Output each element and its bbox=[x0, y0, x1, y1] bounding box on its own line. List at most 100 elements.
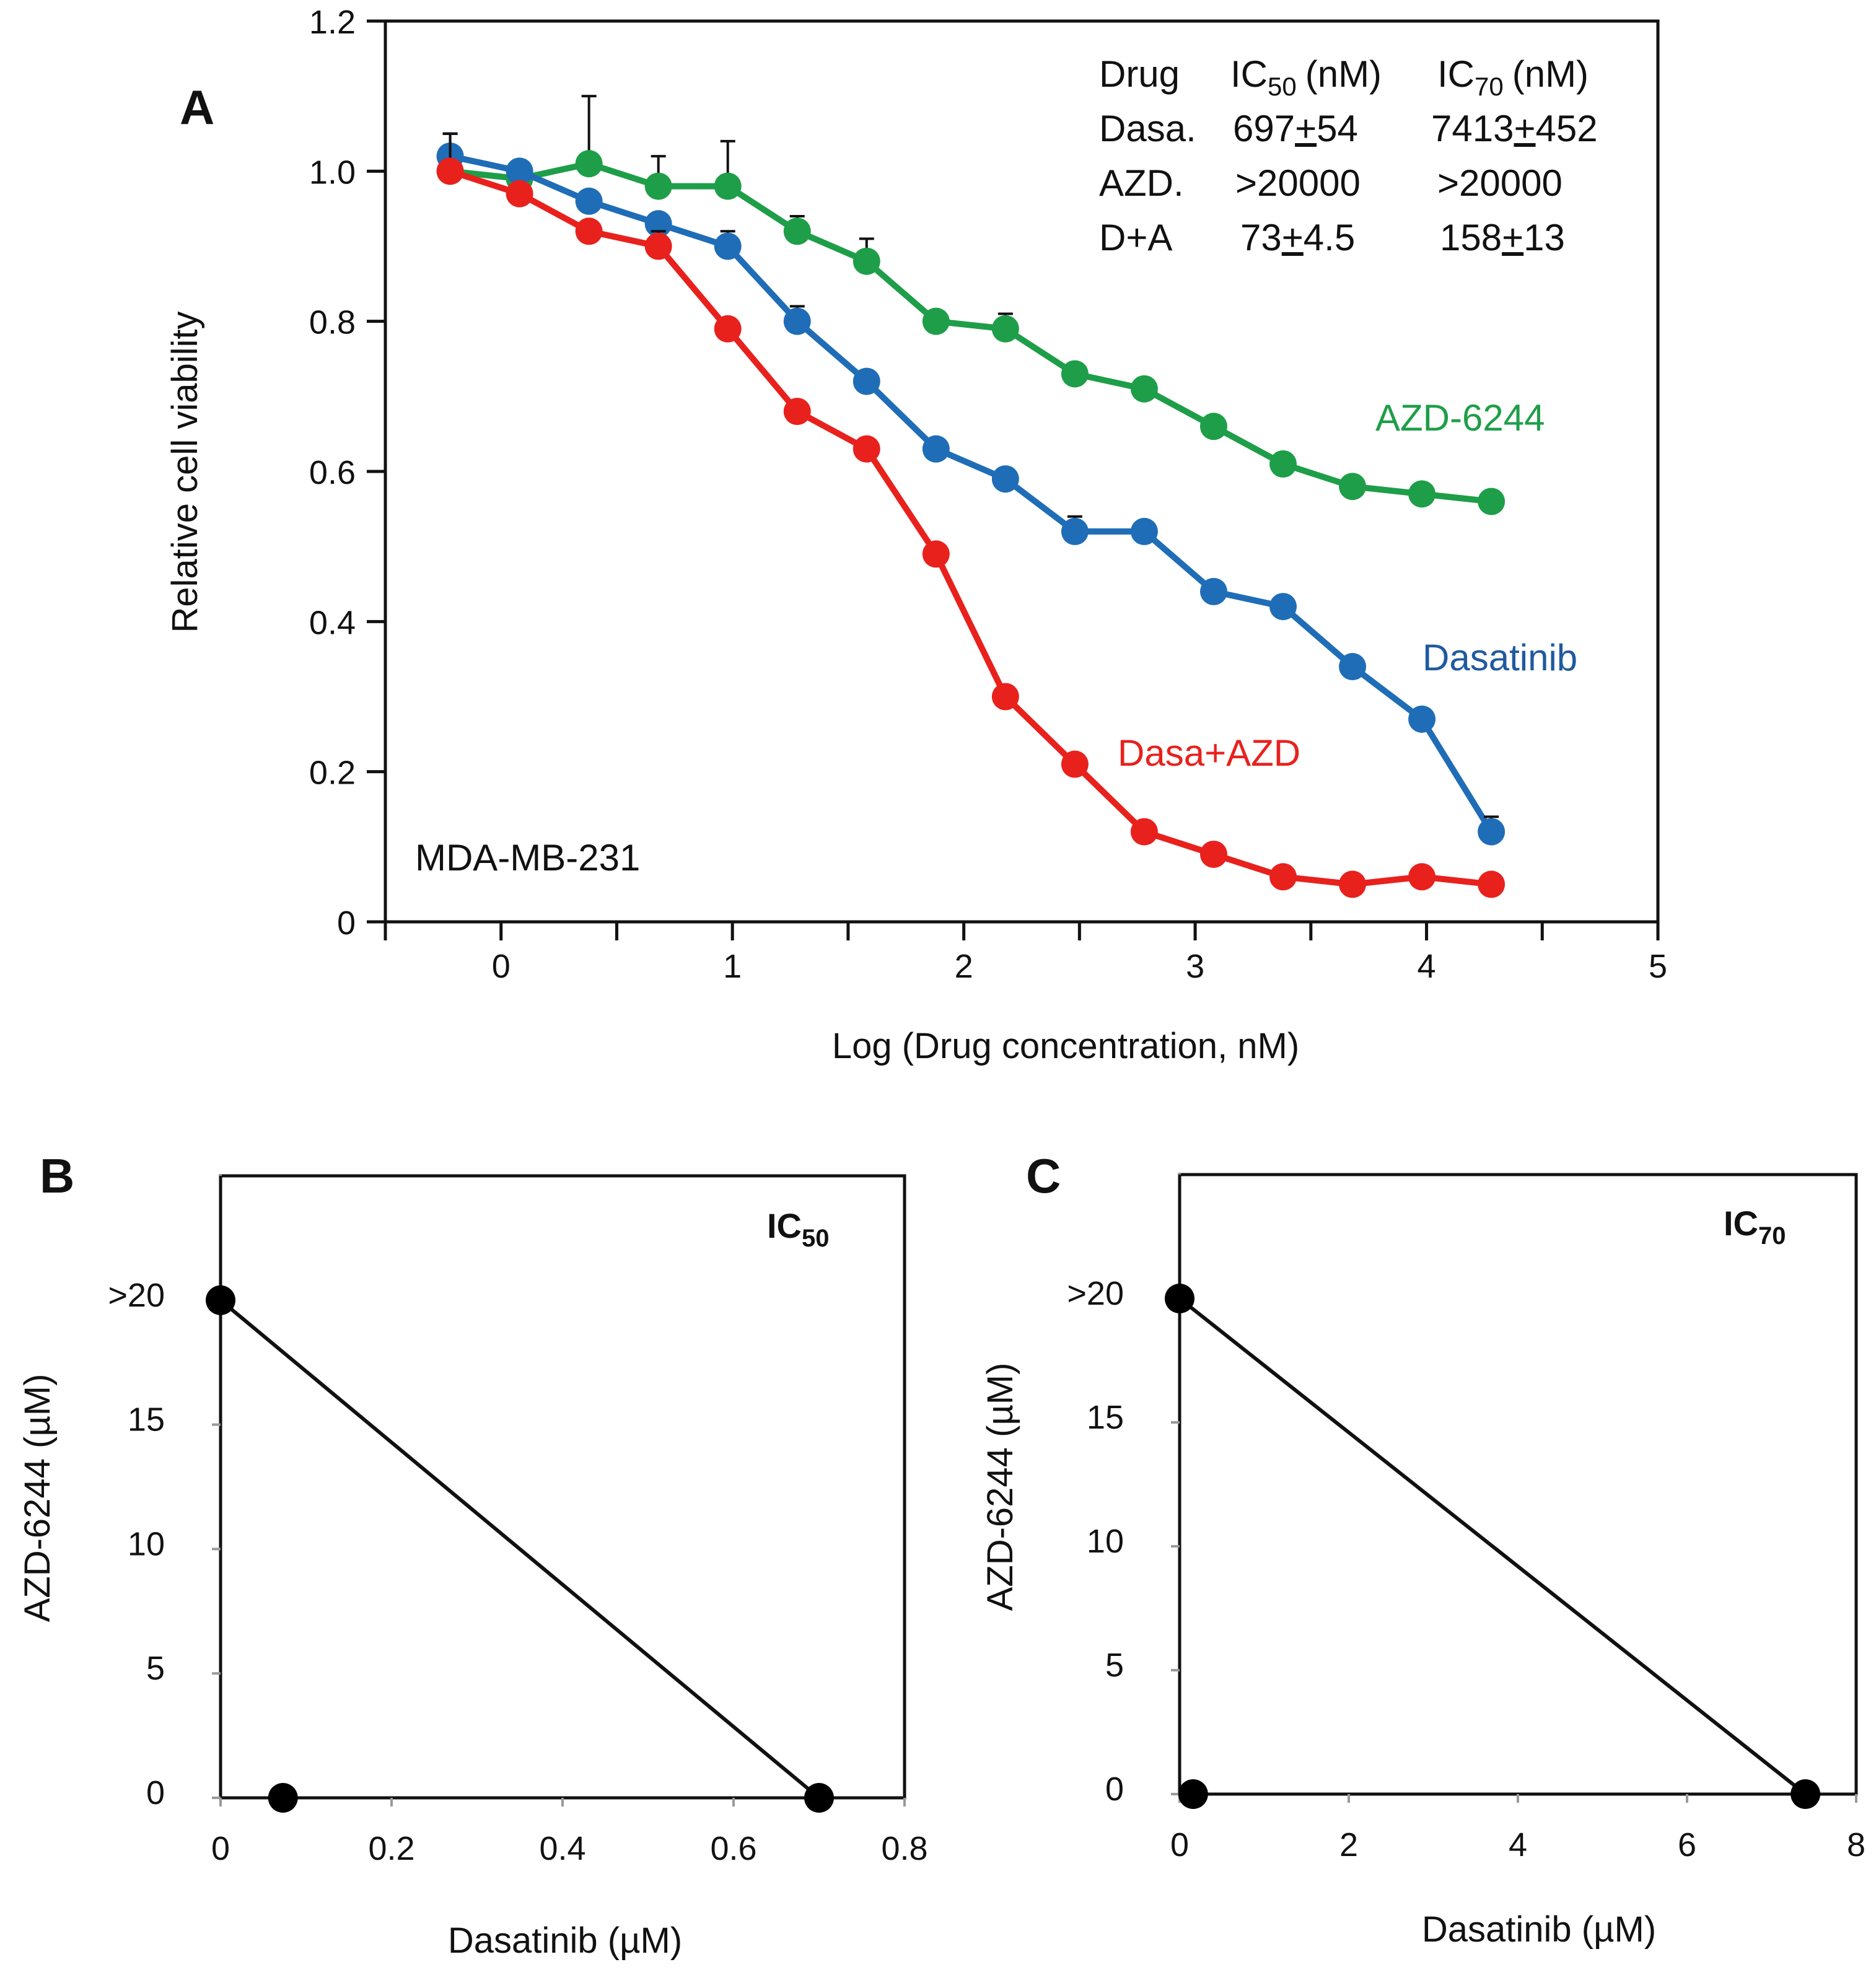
data-point-dasatinib bbox=[1339, 653, 1367, 681]
panel-c-x-tick-label: 2 bbox=[1339, 1826, 1358, 1863]
data-point-dasatinib bbox=[1408, 705, 1436, 733]
panel-c-x-tick-label: 8 bbox=[1847, 1826, 1865, 1863]
panel-b-frame bbox=[219, 1174, 906, 1800]
panel-c-plot: 0 2 4 6 8 0 5 10 15 >20 IC70 Dasatinib (µM) AZD-6… bbox=[980, 1173, 1865, 1950]
panel-a-y-tick-label: 0 bbox=[337, 904, 356, 942]
panel-b-y-tick-label: 10 bbox=[128, 1525, 165, 1562]
panel-a-x-axis-label: Log (Drug concentration, nM) bbox=[832, 1026, 1299, 1066]
data-point-dasatinib bbox=[1269, 593, 1297, 621]
data-point-dasatinib bbox=[506, 157, 533, 185]
panel-a-cell-line-label: MDA-MB-231 bbox=[415, 837, 640, 878]
data-point-dasa-azd bbox=[506, 180, 533, 208]
data-point-azd-6244 bbox=[1061, 360, 1089, 388]
series-line-azd-6244 bbox=[450, 160, 1492, 505]
data-point-dasa-azd bbox=[644, 232, 672, 260]
data-point-dasa-azd bbox=[436, 157, 464, 185]
data-point-azd-6244 bbox=[1478, 488, 1506, 515]
panel-b-y-axis-label: AZD-6244 (µM) bbox=[17, 1374, 58, 1622]
data-point-azd-6244 bbox=[991, 315, 1019, 343]
panel-label-c: C bbox=[1026, 1149, 1061, 1203]
data-point-azd-6244 bbox=[1339, 473, 1367, 501]
ic-table-d-a-ic70: 158+13 bbox=[1440, 217, 1565, 258]
ic-table-header-ic50: IC50 (nM) bbox=[1230, 53, 1382, 101]
ic-table-drug-d-a: D+A bbox=[1099, 217, 1172, 258]
data-point-dasatinib bbox=[783, 307, 811, 335]
panel-b-x-tick-label: 0 bbox=[211, 1830, 230, 1867]
panel-b-plot: 0 0.2 0.4 0.6 0.8 0 5 10 15 >20 IC50 Dasatinib (µ… bbox=[17, 1174, 928, 1961]
panel-a-x-tick-label: 5 bbox=[1649, 948, 1667, 985]
panel-c-y-axis-label: AZD-6244 (µM) bbox=[980, 1363, 1020, 1611]
data-point-azd-6244 bbox=[783, 217, 811, 245]
panel-c-single-drug-point bbox=[1791, 1779, 1821, 1809]
data-point-dasatinib bbox=[1130, 517, 1158, 545]
panel-c-y-tick-label: 5 bbox=[1105, 1647, 1124, 1684]
series-label-azd-6244: AZD-6244 bbox=[1375, 397, 1545, 439]
panel-a-x-tick-label: 4 bbox=[1418, 948, 1436, 985]
ic-table-dasa-ic50: 697+54 bbox=[1233, 108, 1358, 149]
data-point-azd-6244 bbox=[1199, 413, 1227, 440]
ic-table-header-ic70: IC70 (nM) bbox=[1437, 53, 1589, 101]
data-point-dasa-azd bbox=[853, 435, 880, 463]
data-point-azd-6244 bbox=[853, 247, 880, 275]
data-point-azd-6244 bbox=[1408, 480, 1436, 508]
data-point-dasatinib bbox=[575, 187, 603, 215]
panel-c-title: IC70 bbox=[1724, 1204, 1786, 1250]
panel-a-y-tick-label: 0.4 bbox=[309, 604, 356, 641]
data-point-dasa-azd bbox=[575, 217, 603, 245]
data-point-dasa-azd bbox=[1478, 870, 1506, 898]
panel-a-y-axis-label: Relative cell viability bbox=[165, 312, 205, 633]
panel-c-y-tick-label: >20 bbox=[1067, 1275, 1124, 1312]
ic-table-drug-azd: AZD. bbox=[1099, 162, 1184, 204]
series-line-dasatinib bbox=[449, 153, 1494, 834]
panel-a-x-tick-label: 2 bbox=[955, 948, 973, 985]
ic-table-azd-ic70: >20000 bbox=[1437, 162, 1563, 204]
data-point-dasa-azd bbox=[1408, 863, 1436, 891]
panel-b-y-tick-label: 0 bbox=[146, 1774, 165, 1811]
panel-a-x-tick-label: 1 bbox=[723, 948, 742, 985]
ic-table-header-drug: Drug bbox=[1099, 53, 1180, 95]
data-point-azd-6244 bbox=[1130, 375, 1158, 403]
data-point-dasa-azd bbox=[991, 683, 1019, 711]
panel-b-x-tick-label: 0.4 bbox=[539, 1830, 585, 1867]
data-point-azd-6244 bbox=[575, 150, 603, 178]
panel-c-y-tick-label: 0 bbox=[1105, 1771, 1124, 1808]
panel-c-x-axis-label: Dasatinib (µM) bbox=[1422, 1909, 1656, 1950]
panel-a-y-tick-label: 0.8 bbox=[309, 304, 356, 341]
data-point-dasa-azd bbox=[1269, 863, 1297, 891]
ic-table-azd-ic50: >20000 bbox=[1235, 162, 1361, 204]
data-point-dasa-azd bbox=[1199, 840, 1227, 868]
panel-b-x-axis-label: Dasatinib (µM) bbox=[448, 1920, 682, 1961]
data-point-azd-6244 bbox=[714, 172, 742, 200]
data-point-dasatinib bbox=[991, 465, 1019, 493]
data-point-dasatinib bbox=[1061, 517, 1089, 545]
panel-c-single-drug-point bbox=[1165, 1284, 1194, 1313]
ic-table-drug-dasa: Dasa. bbox=[1099, 108, 1196, 149]
panel-b-combination-point bbox=[268, 1783, 298, 1813]
data-point-dasa-azd bbox=[1130, 818, 1158, 846]
panel-a-y-tick-label: 1.2 bbox=[309, 4, 356, 41]
panel-c-x-tick-label: 4 bbox=[1509, 1826, 1527, 1863]
data-point-azd-6244 bbox=[644, 172, 672, 200]
panel-b-y-tick-label: 15 bbox=[128, 1401, 165, 1439]
ic-table-dasa-ic70: 7413+452 bbox=[1431, 108, 1598, 149]
panel-b-y-tick-label: 5 bbox=[146, 1650, 165, 1687]
series-line-dasa-azd bbox=[449, 168, 1492, 888]
data-point-dasa-azd bbox=[783, 398, 811, 426]
panel-c-frame bbox=[1178, 1173, 1858, 1796]
panel-a-x-tick-label: 3 bbox=[1186, 948, 1204, 985]
panel-c-combination-point bbox=[1178, 1779, 1208, 1809]
panel-b-title: IC50 bbox=[767, 1206, 830, 1252]
data-point-dasatinib bbox=[1199, 577, 1227, 605]
panel-a-y-tick-label: 1.0 bbox=[309, 154, 356, 191]
panel-c-y-tick-label: 15 bbox=[1087, 1399, 1124, 1436]
data-point-dasa-azd bbox=[1339, 870, 1367, 898]
data-point-dasatinib bbox=[714, 232, 742, 260]
panel-a-x-tick-label: 0 bbox=[492, 948, 511, 985]
panel-a-y-tick-label: 0.2 bbox=[309, 755, 356, 792]
panel-b-x-tick-label: 0.2 bbox=[368, 1830, 414, 1867]
data-point-dasa-azd bbox=[714, 315, 742, 343]
panel-b-x-tick-label: 0.8 bbox=[881, 1830, 927, 1867]
panel-a-y-tick-label: 0.6 bbox=[309, 454, 356, 491]
data-point-dasatinib bbox=[1478, 818, 1506, 846]
